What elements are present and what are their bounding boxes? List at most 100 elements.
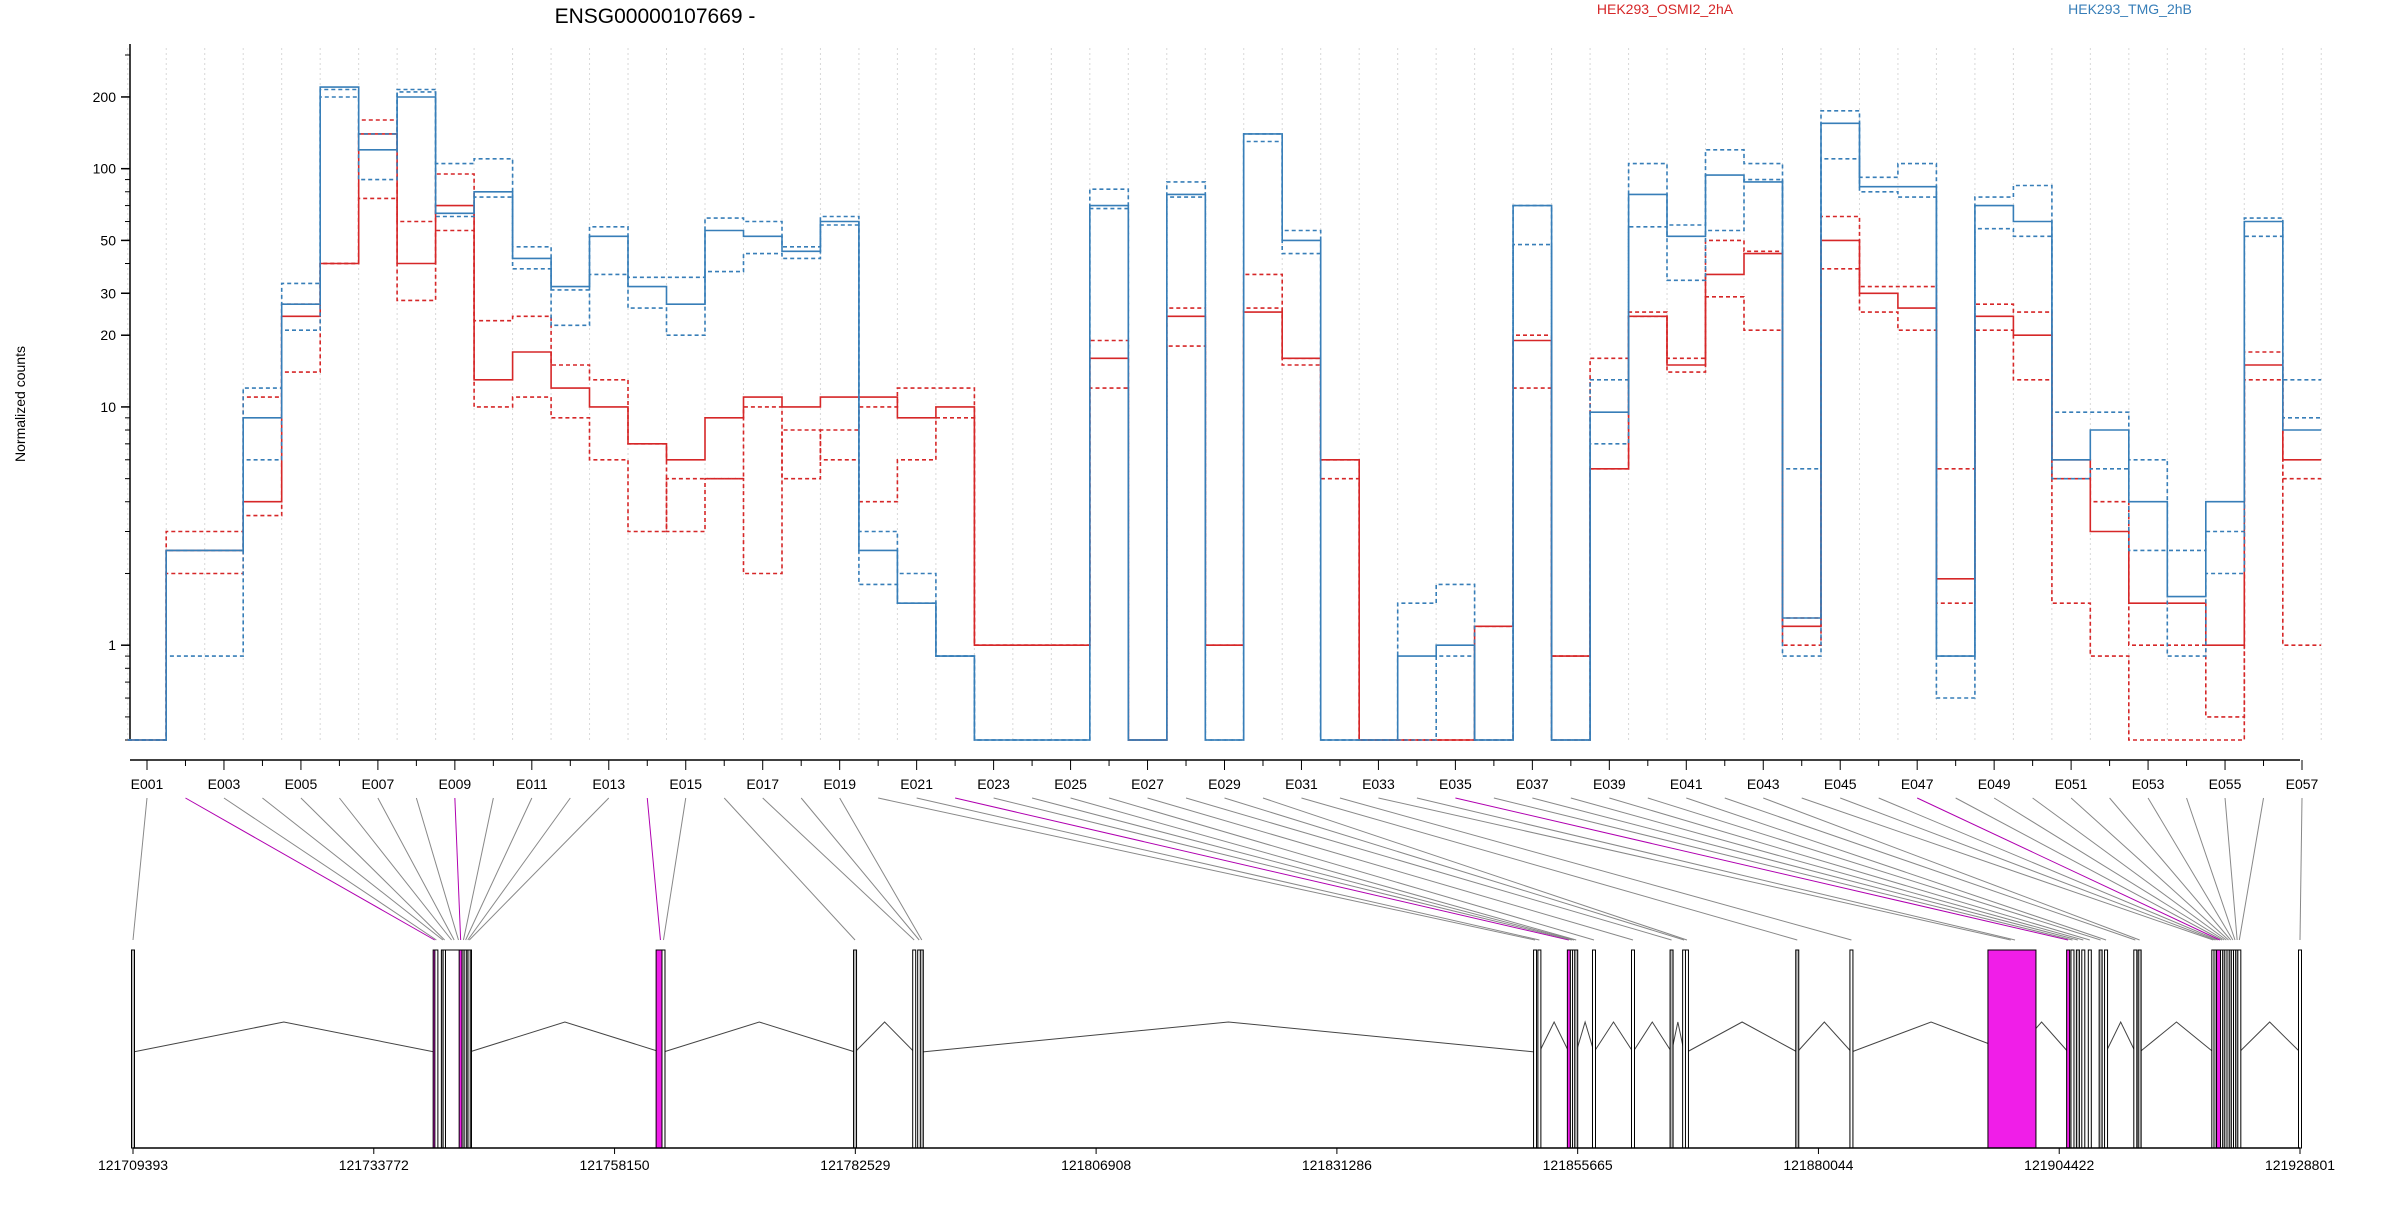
intron-line	[663, 1021, 856, 1053]
series-lines	[127, 86, 2322, 741]
exon-connector	[262, 797, 444, 941]
exon-connector	[1647, 797, 2101, 941]
exon-box	[1630, 949, 1635, 1149]
exon-tick-label: E023	[977, 776, 1010, 792]
intron-line	[1575, 1020, 1595, 1053]
exon-connector	[1224, 797, 1685, 941]
intron-line	[1538, 1020, 1570, 1053]
exon-connector	[2186, 797, 2236, 941]
exon-connectors	[132, 797, 2303, 941]
genomic-coordinate-label: 121855665	[1543, 1157, 1613, 1173]
exon-tick-label: E021	[900, 776, 933, 792]
genomic-coordinate-label: 121831286	[1302, 1157, 1372, 1173]
exon-connector	[1031, 797, 1575, 941]
exon-connector	[1147, 797, 1634, 941]
exon-box	[2104, 949, 2109, 1149]
exon-tick-label: E033	[1362, 776, 1395, 792]
chart-title: ENSG00000107669 -	[555, 5, 756, 28]
exon-tick-label: E027	[1131, 776, 1164, 792]
exon-connector	[1609, 797, 2090, 941]
y-tick-label: 200	[93, 89, 117, 105]
exon-box	[1849, 949, 1854, 1149]
exon-tick-label: E045	[1824, 776, 1857, 792]
exon-tick-label: E025	[1054, 776, 1087, 792]
series-line-1	[127, 197, 2322, 741]
exon-box	[661, 949, 666, 1149]
exon-box	[2087, 949, 2092, 1149]
exon-connector	[878, 797, 1536, 941]
intron-line	[854, 1021, 915, 1053]
intron-line	[1796, 1021, 1852, 1053]
intron-line	[1671, 1021, 1685, 1053]
exon-connector	[1532, 797, 2079, 941]
exon-connector	[1185, 797, 1672, 941]
intron-line	[469, 1021, 661, 1053]
series-line-6	[127, 88, 2322, 741]
exon-tick-label: E041	[1670, 776, 1703, 792]
exon-box	[1669, 949, 1674, 1149]
exon-tick-label: E029	[1208, 776, 1241, 792]
y-tick-label: 100	[93, 161, 117, 177]
exon-box	[1987, 949, 2037, 1149]
exon-tick-label: E003	[208, 776, 241, 792]
y-tick-label: 10	[100, 399, 116, 415]
exon-connector	[467, 797, 571, 941]
exon-tick-label: E015	[669, 776, 702, 792]
exon-tick-label: E009	[439, 776, 472, 792]
exon-connector	[132, 797, 148, 941]
exon-box	[2137, 949, 2142, 1149]
exon-connector	[1262, 797, 1688, 941]
exon-connector	[1916, 797, 2221, 941]
exon-tick-label: E013	[592, 776, 625, 792]
exon-connector	[2238, 797, 2265, 941]
exon-box	[131, 949, 135, 1149]
exon-tick-label: E019	[823, 776, 856, 792]
exon-connector	[300, 797, 445, 941]
exon-connector	[2070, 797, 2229, 941]
genomic-coordinate-label: 121928801	[2265, 1157, 2335, 1173]
exon-connector	[2224, 797, 2238, 941]
intron-line	[132, 1021, 435, 1053]
exon-tick-label: E031	[1285, 776, 1318, 792]
exon-connector	[465, 797, 533, 941]
legend-entry-tmg: HEK293_TMG_2hB	[2068, 1, 2192, 17]
exon-tick-label: E017	[746, 776, 779, 792]
exon-box	[853, 949, 858, 1149]
y-tick-label: 30	[100, 285, 116, 301]
exon-connector	[993, 797, 1573, 941]
exon-connector	[1070, 797, 1577, 941]
exon-connector	[1801, 797, 2214, 941]
exon-connector	[2147, 797, 2234, 941]
exon-box	[2237, 949, 2242, 1149]
legend-entry-osmi2: HEK293_OSMI2_2hA	[1597, 1, 1734, 17]
exon-connector	[1686, 797, 2107, 941]
exon-box	[1795, 949, 1800, 1149]
exon-box	[2070, 949, 2075, 1149]
exon-box	[1537, 949, 1542, 1149]
intron-line	[921, 1021, 1536, 1053]
exon-box	[2081, 949, 2086, 1149]
exon-tick-label: E007	[362, 776, 395, 792]
exon-connector	[377, 797, 455, 941]
genomic-coordinate-label: 121806908	[1061, 1157, 1131, 1173]
exon-connector	[646, 797, 661, 941]
genomic-coordinate-label: 121904422	[2024, 1157, 2094, 1173]
exon-gridlines	[127, 48, 2322, 740]
exon-connector	[2109, 797, 2232, 941]
exon-connector	[339, 797, 452, 941]
exon-connector	[415, 797, 459, 941]
exon-connector	[1301, 797, 1798, 941]
series-line-3	[127, 119, 2322, 741]
exon-axis: E001 E003 E005 E007 E009 E011 E013 E015 E017 E019…	[130, 759, 2319, 792]
intron-line	[2139, 1021, 2214, 1053]
exon-box	[2075, 949, 2080, 1149]
exon-tick-label: E055	[2209, 776, 2242, 792]
exon-tick-label: E037	[1516, 776, 1549, 792]
genomic-coordinate-label: 121880044	[1783, 1157, 1853, 1173]
exon-tick-label: E047	[1901, 776, 1934, 792]
intron-line	[1593, 1021, 1634, 1053]
intron-line	[1632, 1021, 1672, 1053]
exon-connector	[800, 797, 920, 941]
series-line-2	[127, 133, 2322, 741]
